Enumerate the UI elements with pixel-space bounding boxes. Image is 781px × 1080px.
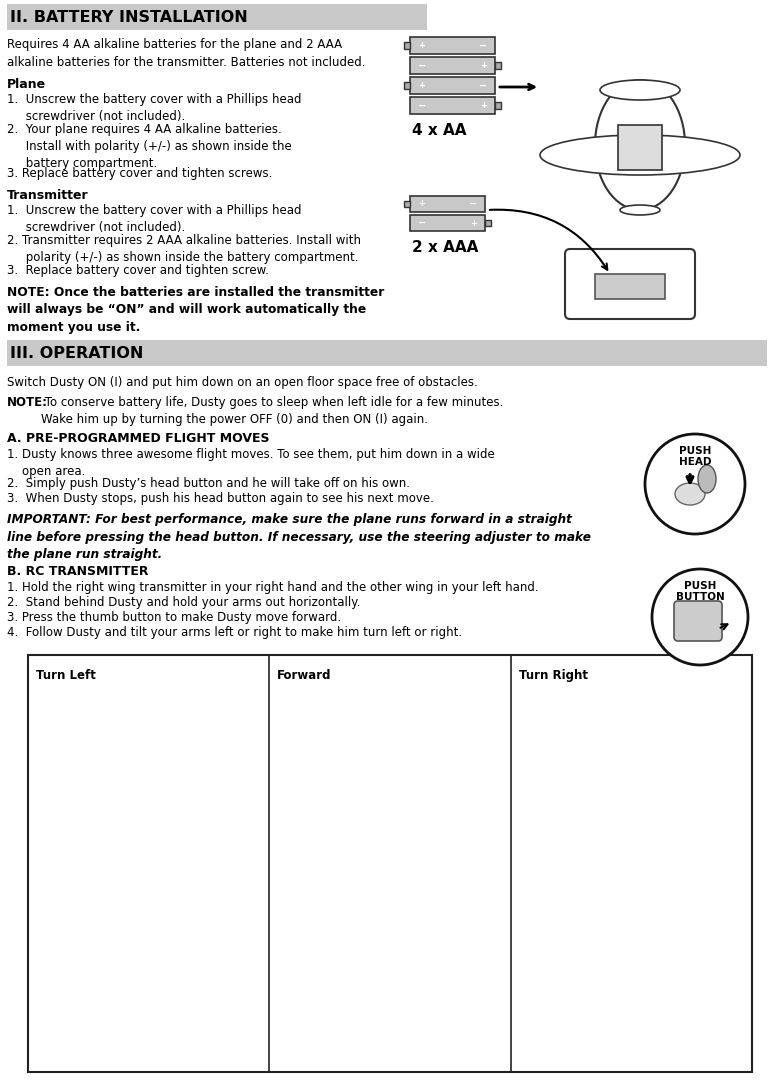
Ellipse shape (698, 465, 716, 492)
Text: +: + (480, 60, 487, 70)
Text: 3. Press the thumb button to make Dusty move forward.: 3. Press the thumb button to make Dusty … (7, 611, 341, 624)
Text: +: + (418, 41, 425, 50)
Text: 2.  Stand behind Dusty and hold your arms out horizontally.: 2. Stand behind Dusty and hold your arms… (7, 596, 360, 609)
Bar (404, 42, 410, 49)
Text: IMPORTANT: For best performance, make sure the plane runs forward in a straight
: IMPORTANT: For best performance, make su… (7, 513, 591, 561)
Text: B. RC TRANSMITTER: B. RC TRANSMITTER (7, 565, 148, 578)
Text: PUSH
HEAD: PUSH HEAD (679, 446, 711, 467)
Text: 2.  Your plane requires 4 AA alkaline batteries.
     Install with polarity (+/-: 2. Your plane requires 4 AA alkaline bat… (7, 123, 292, 170)
Text: −: − (418, 218, 426, 228)
Bar (410, 195, 485, 212)
Text: −: − (418, 100, 426, 110)
FancyBboxPatch shape (565, 249, 695, 319)
Text: III. OPERATION: III. OPERATION (10, 346, 144, 361)
Text: Transmitter: Transmitter (7, 189, 88, 202)
Text: −: − (479, 81, 487, 91)
Bar (410, 77, 495, 94)
Text: 1.  Unscrew the battery cover with a Phillips head
     screwdriver (not include: 1. Unscrew the battery cover with a Phil… (7, 204, 301, 234)
Text: 3.  When Dusty stops, push his head button again to see his next move.: 3. When Dusty stops, push his head butto… (7, 492, 434, 505)
Text: 2 x AAA: 2 x AAA (412, 240, 479, 255)
Bar (7, 4, 427, 30)
Bar (28, 654, 752, 1072)
Text: 1. Hold the right wing transmitter in your right hand and the other wing in your: 1. Hold the right wing transmitter in yo… (7, 581, 539, 594)
Text: 4.  Follow Dusty and tilt your arms left or right to make him turn left or right: 4. Follow Dusty and tilt your arms left … (7, 626, 462, 639)
Bar (618, 125, 662, 170)
Bar (404, 201, 410, 207)
Text: −: − (418, 60, 426, 70)
Text: 4 x AA: 4 x AA (412, 123, 466, 138)
Text: Turn Left: Turn Left (36, 669, 96, 681)
Circle shape (652, 569, 748, 665)
Text: −: − (479, 40, 487, 51)
Bar (410, 215, 485, 231)
Text: Requires 4 AA alkaline batteries for the plane and 2 AAA
alkaline batteries for : Requires 4 AA alkaline batteries for the… (7, 38, 366, 68)
Ellipse shape (620, 205, 660, 215)
Text: +: + (418, 81, 425, 90)
Text: PUSH
BUTTON: PUSH BUTTON (676, 581, 724, 602)
Circle shape (645, 434, 745, 534)
Text: +: + (480, 102, 487, 110)
FancyBboxPatch shape (674, 600, 722, 642)
Text: Forward: Forward (277, 669, 332, 681)
Text: −: − (469, 199, 477, 210)
Ellipse shape (675, 483, 705, 505)
Text: NOTE:: NOTE: (7, 396, 48, 409)
Text: To conserve battery life, Dusty goes to sleep when left idle for a few minutes.
: To conserve battery life, Dusty goes to … (41, 396, 504, 426)
Text: +: + (470, 218, 477, 228)
Bar (485, 220, 491, 226)
Text: 2. Transmitter requires 2 AAA alkaline batteries. Install with
     polarity (+/: 2. Transmitter requires 2 AAA alkaline b… (7, 234, 361, 264)
Text: Plane: Plane (7, 78, 46, 91)
Bar (410, 57, 495, 75)
Text: Turn Right: Turn Right (519, 669, 587, 681)
Text: 3.  Replace battery cover and tighten screw.: 3. Replace battery cover and tighten scr… (7, 264, 269, 276)
Bar (404, 82, 410, 89)
Text: 1.  Unscrew the battery cover with a Phillips head
     screwdriver (not include: 1. Unscrew the battery cover with a Phil… (7, 93, 301, 123)
Text: NOTE: Once the batteries are installed the transmitter
will always be “ON” and w: NOTE: Once the batteries are installed t… (7, 286, 384, 334)
Ellipse shape (600, 80, 680, 100)
Ellipse shape (540, 135, 740, 175)
Bar (595, 274, 665, 299)
Text: Switch Dusty ON (I) and put him down on an open floor space free of obstacles.: Switch Dusty ON (I) and put him down on … (7, 376, 478, 389)
Bar (410, 97, 495, 114)
Bar (7, 340, 767, 366)
Text: 1. Dusty knows three awesome flight moves. To see them, put him down in a wide
 : 1. Dusty knows three awesome flight move… (7, 448, 494, 478)
Text: +: + (418, 200, 425, 208)
Bar (495, 62, 501, 69)
Text: 3. Replace battery cover and tighten screws.: 3. Replace battery cover and tighten scr… (7, 167, 273, 180)
Ellipse shape (595, 80, 685, 210)
Text: 2.  Simply push Dusty’s head button and he will take off on his own.: 2. Simply push Dusty’s head button and h… (7, 477, 410, 490)
Bar (495, 103, 501, 109)
Bar (410, 37, 495, 54)
Text: II. BATTERY INSTALLATION: II. BATTERY INSTALLATION (10, 10, 248, 25)
Text: A. PRE-PROGRAMMED FLIGHT MOVES: A. PRE-PROGRAMMED FLIGHT MOVES (7, 432, 269, 445)
